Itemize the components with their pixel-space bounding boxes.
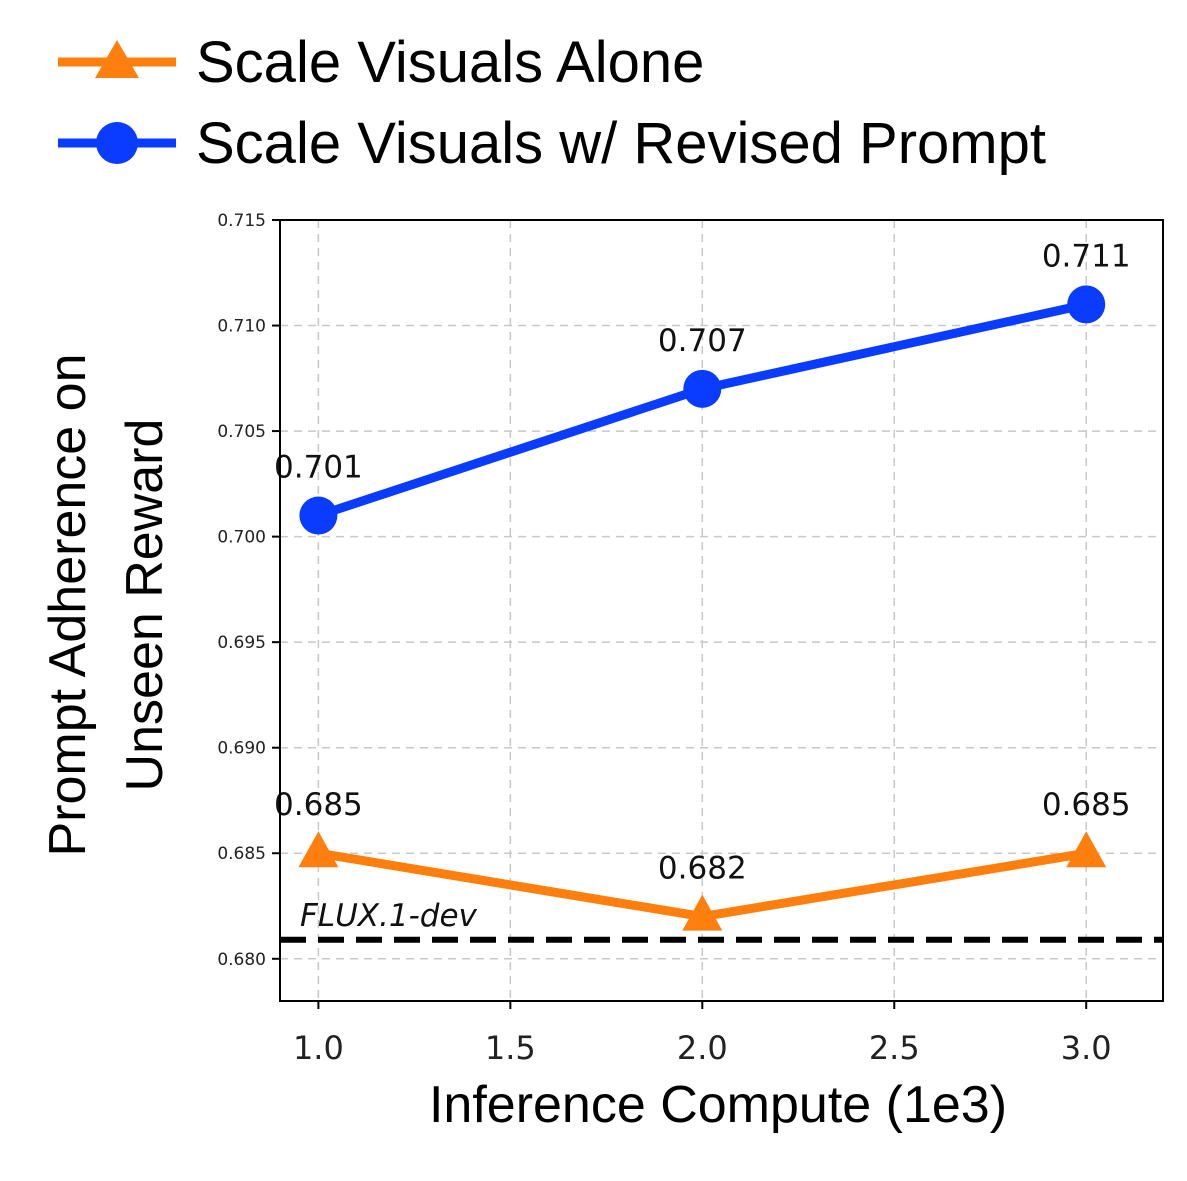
series-group: 0.685 0.682 0.685 0.701 0.707 0.711 <box>274 238 1131 931</box>
data-label: 0.711 <box>1042 238 1131 274</box>
y-tick-label: 0.695 <box>217 633 266 653</box>
series-0: 0.685 0.682 0.685 <box>274 787 1131 931</box>
data-point-circle <box>683 369 722 408</box>
y-tick-label: 0.685 <box>217 844 266 864</box>
x-tick-label: 2.5 <box>869 1029 920 1067</box>
data-point-triangle <box>682 894 723 931</box>
legend-entry-scale-visuals-revised: Scale Visuals w/ Revised Prompt <box>58 111 1046 176</box>
series-1: 0.701 0.707 0.711 <box>274 238 1131 535</box>
triangle-marker-icon <box>95 40 139 78</box>
y-axis-title-line-1: Prompt Adherence on <box>39 354 97 857</box>
legend-label-series-1: Scale Visuals w/ Revised Prompt <box>196 111 1046 176</box>
data-label: 0.685 <box>274 787 363 823</box>
x-tick-label: 1.5 <box>485 1029 536 1067</box>
x-tick-label: 1.0 <box>293 1029 344 1067</box>
x-tick-label: 3.0 <box>1061 1029 1112 1067</box>
reference-line-group: FLUX.1-dev <box>280 898 1163 943</box>
x-tick-label: 2.0 <box>677 1029 728 1067</box>
legend: Scale Visuals Alone Scale Visuals w/ Rev… <box>58 30 1046 176</box>
data-label: 0.685 <box>1042 787 1131 823</box>
x-axis-ticks: 1.0 1.5 2.0 2.5 3.0 <box>293 1001 1112 1067</box>
legend-label-series-0: Scale Visuals Alone <box>196 30 704 95</box>
y-axis-title-line-2: Unseen Reward <box>116 419 174 792</box>
y-axis-ticks: 0.680 0.685 0.690 0.695 0.700 0.705 0.710 0.715 <box>217 211 280 970</box>
y-tick-label: 0.700 <box>217 528 266 548</box>
legend-entry-scale-visuals-alone: Scale Visuals Alone <box>58 30 704 95</box>
y-tick-label: 0.715 <box>217 211 266 231</box>
data-point-circle <box>299 496 338 535</box>
plot-area-frame <box>279 219 1164 1002</box>
y-tick-label: 0.690 <box>217 739 266 759</box>
circle-marker-icon <box>96 122 138 164</box>
data-label: 0.682 <box>658 851 747 887</box>
data-point-triangle <box>298 831 339 868</box>
y-tick-label: 0.680 <box>217 950 266 970</box>
x-axis-title: Inference Compute (1e3) <box>429 1076 1007 1134</box>
data-point-circle <box>1067 285 1106 324</box>
y-tick-label: 0.710 <box>217 317 266 337</box>
y-tick-label: 0.705 <box>217 422 266 442</box>
data-label: 0.701 <box>274 450 363 486</box>
data-point-triangle <box>1066 831 1107 868</box>
reference-line-label: FLUX.1-dev <box>300 898 478 934</box>
data-label: 0.707 <box>658 323 747 359</box>
